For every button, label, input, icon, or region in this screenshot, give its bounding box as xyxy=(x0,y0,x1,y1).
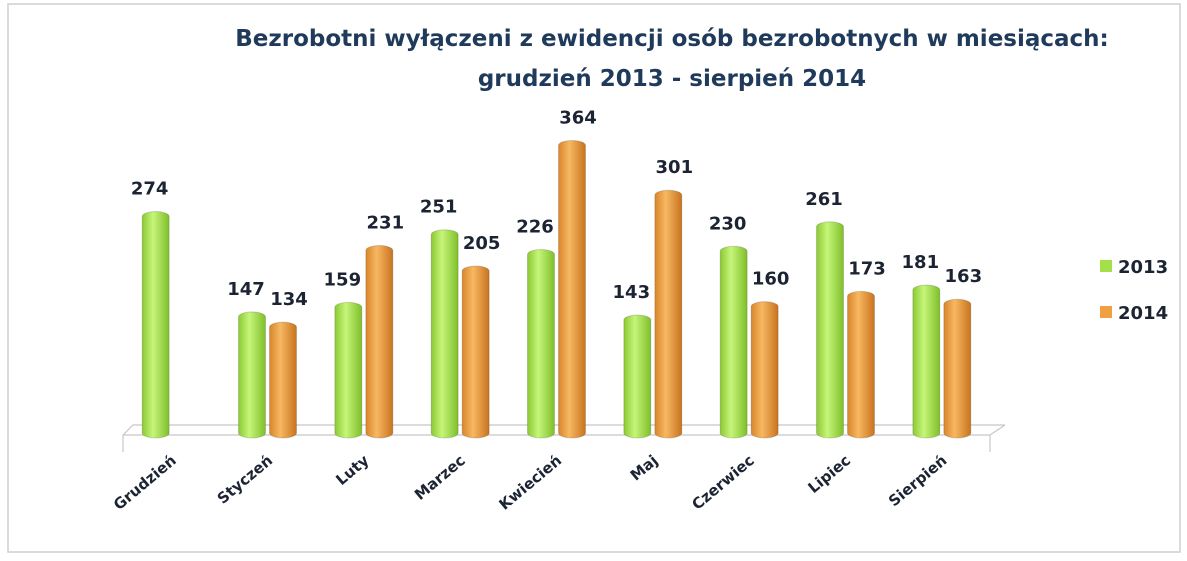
data-label: 261 xyxy=(805,189,843,210)
data-label: 364 xyxy=(559,107,597,128)
bar xyxy=(527,248,555,439)
bar xyxy=(943,298,972,439)
data-label: 163 xyxy=(945,266,983,287)
bar xyxy=(623,314,652,439)
legend-label: 2014 xyxy=(1118,303,1168,324)
bar xyxy=(238,311,266,439)
data-label: 181 xyxy=(902,252,940,273)
bar xyxy=(816,221,844,439)
bar xyxy=(461,265,490,439)
legend-swatch xyxy=(1100,260,1112,272)
data-label: 134 xyxy=(270,289,308,310)
data-label: 147 xyxy=(227,279,265,300)
data-label: 205 xyxy=(463,233,501,254)
data-label: 173 xyxy=(848,258,886,279)
data-label: 301 xyxy=(656,157,694,178)
data-label: 274 xyxy=(131,179,169,200)
data-label: 226 xyxy=(516,216,554,237)
chart-subtitle: grudzień 2013 - sierpień 2014 xyxy=(478,66,866,92)
floor xyxy=(122,424,1006,452)
bar xyxy=(269,321,297,439)
chart-frame xyxy=(7,3,1181,553)
bar xyxy=(558,139,586,439)
bar xyxy=(847,290,875,439)
data-label: 230 xyxy=(709,213,747,234)
data-label: 231 xyxy=(367,213,405,234)
legend-swatch xyxy=(1100,306,1112,318)
bar xyxy=(141,211,170,439)
data-label: 160 xyxy=(752,269,790,290)
bar xyxy=(912,284,941,439)
bar xyxy=(365,245,394,439)
bar xyxy=(334,301,363,439)
data-label: 143 xyxy=(613,282,651,303)
legend-label: 2013 xyxy=(1118,257,1168,278)
data-label: 251 xyxy=(420,197,458,218)
bar xyxy=(654,189,683,439)
bar xyxy=(430,229,459,439)
data-label: 159 xyxy=(324,269,362,290)
bar xyxy=(750,301,779,439)
chart-title: Bezrobotni wyłączeni z ewidencji osób be… xyxy=(235,26,1109,52)
bar xyxy=(719,245,748,439)
